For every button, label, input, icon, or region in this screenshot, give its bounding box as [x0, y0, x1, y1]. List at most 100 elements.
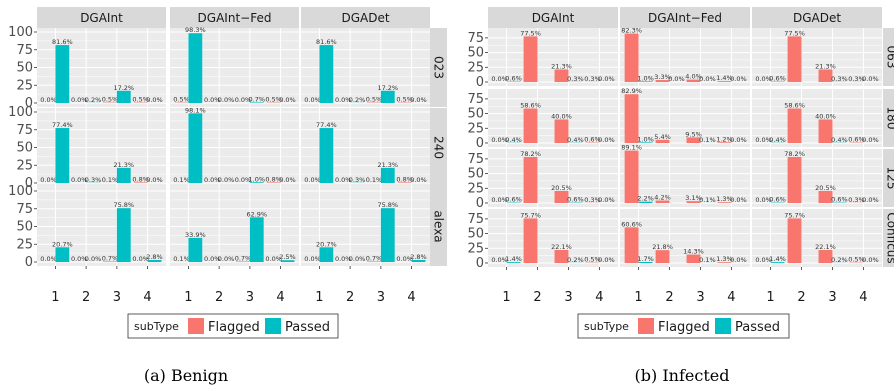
y-tick-label: 0 — [25, 255, 33, 270]
bar-value-label: 0.1% — [699, 196, 716, 204]
bar-passed — [411, 260, 426, 262]
x-tick-label: 2 — [797, 290, 805, 305]
x-tick-label: 4 — [143, 290, 151, 305]
row-strip-label: 023 — [432, 56, 446, 79]
bar-flagged — [523, 218, 538, 263]
bar-value-label: 0.4% — [567, 136, 584, 144]
bar-value-label: 0.0% — [335, 255, 352, 263]
bar-value-label: 0.3% — [584, 196, 601, 204]
bar-value-label: 82.3% — [621, 27, 642, 35]
bar-passed — [638, 201, 653, 203]
bar-value-label: 1.0% — [637, 135, 654, 143]
bar-value-label: 0.0% — [862, 256, 879, 264]
bar-value-label: 0.0% — [304, 255, 321, 263]
bar-value-label: 0.5% — [848, 256, 865, 264]
bar-value-label: 0.1% — [102, 176, 119, 184]
bar-passed — [116, 208, 131, 262]
bar-value-label: 81.6% — [316, 38, 337, 46]
bar-value-label: 4.0% — [685, 73, 702, 81]
bar-passed — [280, 260, 295, 262]
bar-value-label: 0.0% — [146, 176, 163, 184]
x-tick-label: 3 — [246, 290, 254, 305]
y-tick-label: 75 — [467, 212, 484, 227]
bar-value-label: 0.5% — [396, 96, 413, 104]
x-tick-label: 4 — [407, 290, 415, 305]
legend-label-flagged: Flagged — [208, 320, 260, 335]
bar-value-label: 4.2% — [654, 194, 671, 202]
column-strip-label: DGADet — [793, 11, 841, 25]
bar-value-label: 0.6% — [831, 196, 848, 204]
x-tick-label: 1 — [634, 290, 642, 305]
column-strip-label: DGAInt−Fed — [648, 11, 722, 25]
bar-value-label: 75.7% — [520, 211, 541, 219]
bar-value-label: 0.0% — [862, 196, 879, 204]
column-strip-label: DGAInt — [80, 11, 123, 25]
row-strip — [883, 149, 894, 207]
y-tick-label: 0 — [476, 136, 484, 151]
row-strip-label: 063 — [885, 46, 894, 69]
bar-value-label: 1.3% — [716, 195, 733, 203]
bar-flagged — [686, 79, 701, 82]
bar-value-label: 0.0% — [304, 176, 321, 184]
y-tick-label: 25 — [16, 78, 33, 93]
bar-value-label: 14.3% — [683, 248, 704, 256]
y-tick-label: 75 — [467, 31, 484, 46]
bar-value-label: 1.3% — [716, 255, 733, 263]
bar-flagged — [717, 81, 732, 82]
bar-value-label: 0.0% — [491, 196, 508, 204]
bar-flagged — [655, 200, 670, 203]
y-tick-label: 50 — [16, 61, 33, 76]
y-tick-label: 100 — [8, 105, 33, 120]
bar-value-label: 0.0% — [204, 176, 221, 184]
bar-value-label: 0.0% — [335, 96, 352, 104]
y-tick-label: 100 — [8, 184, 33, 199]
bar-value-label: 2.8% — [410, 253, 427, 261]
bar-value-label: 0.0% — [71, 96, 88, 104]
bar-value-label: 0.7% — [366, 255, 383, 263]
bar-value-label: 0.8% — [132, 175, 149, 183]
y-tick-label: 50 — [467, 107, 484, 122]
bar-value-label: 40.0% — [815, 112, 836, 120]
bar-value-label: 0.0% — [40, 176, 57, 184]
bar-value-label: 22.1% — [815, 243, 836, 251]
bar-value-label: 0.0% — [218, 96, 235, 104]
bar-value-label: 77.5% — [520, 29, 541, 37]
bar-value-label: 1.0% — [249, 175, 266, 183]
bar-value-label: 58.6% — [784, 102, 805, 110]
bar-value-label: 0.2% — [85, 96, 102, 104]
bar-flagged — [717, 142, 732, 143]
column-strip — [37, 7, 166, 28]
bar-flagged — [818, 119, 833, 143]
bar-flagged — [787, 157, 802, 203]
bar-value-label: 0.0% — [304, 96, 321, 104]
bar-value-label: 0.0% — [598, 75, 615, 83]
legend-title: subType — [134, 320, 179, 333]
row-strip-label: alexa — [432, 210, 446, 242]
bar-value-label: 0.0% — [730, 256, 747, 264]
bar-value-label: 0.0% — [279, 96, 296, 104]
bar-flagged — [686, 137, 701, 143]
x-tick-label: 1 — [51, 290, 59, 305]
bar-value-label: 0.4% — [769, 136, 786, 144]
column-strip — [301, 7, 430, 28]
x-tick-label: 1 — [315, 290, 323, 305]
bar-value-label: 0.0% — [862, 75, 879, 83]
bar-value-label: 0.0% — [265, 255, 282, 263]
bar-value-label: 75.8% — [377, 201, 398, 209]
x-tick-label: 2 — [665, 290, 673, 305]
bar-value-label: 0.0% — [491, 75, 508, 83]
bar-value-label: 0.0% — [85, 255, 102, 263]
bar-value-label: 0.3% — [349, 176, 366, 184]
bar-value-label: 3.3% — [654, 73, 671, 81]
x-tick-label: 4 — [727, 290, 735, 305]
bar-flagged — [818, 250, 833, 263]
bar-value-label: 0.0% — [218, 255, 235, 263]
bar-value-label: 0.5% — [173, 96, 190, 104]
bar-value-label: 0.0% — [699, 75, 716, 83]
legend-swatch-flagged — [188, 318, 204, 334]
bar-passed — [319, 247, 334, 262]
x-tick-label: 1 — [766, 290, 774, 305]
x-tick-label: 2 — [346, 290, 354, 305]
bar-passed — [55, 247, 70, 262]
bar-passed — [249, 217, 264, 262]
